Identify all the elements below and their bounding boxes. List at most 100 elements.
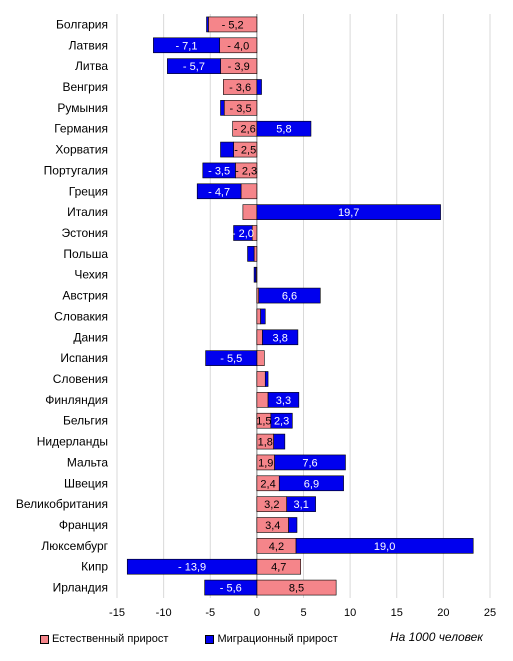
category-label: Эстония [62,226,109,240]
category-label: Хорватия [55,143,108,157]
bar-label-migration: - 3,5 [208,165,230,177]
x-tick-label: -5 [205,607,215,619]
bar-label-natural: - 3,6 [229,82,251,94]
x-tick-label: -10 [156,607,172,619]
category-label: Дания [73,330,108,344]
bar-natural [256,329,263,346]
bar-migration [247,246,255,262]
bar-migration [262,329,299,346]
bar-natural [256,371,266,387]
category-label: Нидерланды [37,435,108,449]
bar-label-migration: 3,1 [294,499,309,511]
category-label: Италия [67,205,108,219]
category-label: Литва [75,59,108,73]
category-label: Болгария [56,17,108,31]
legend-item-migration: Миграционный прирост [205,633,338,645]
bar-label-natural: - 2,3 [235,165,257,177]
category-label: Чехия [74,268,108,282]
bar-natural [242,204,258,220]
bar-migration [267,392,300,408]
bar-migration [278,475,344,492]
bar-migration [288,517,298,533]
bar-migration [126,558,258,575]
bar-migration [220,141,234,158]
bar-label-migration: - 5,7 [183,61,205,73]
bar-label-natural: - 3,5 [230,103,252,115]
category-label: Кипр [81,560,108,574]
bar-migration [204,579,258,596]
x-tick-labels: -15 -10 -5 0 5 10 15 20 25 [109,607,496,619]
bar-label-migration: - 5,5 [220,353,242,365]
category-label: Бельгия [63,414,108,428]
legend-label-natural: Естественный прирост [52,633,169,645]
legend-label-migration: Миграционный прирост [217,633,338,645]
bar-label-natural: 3,4 [265,520,280,532]
bar-label-migration: 19,0 [374,541,395,553]
legend-swatch-migration [205,634,215,644]
bar-label-natural: - 5,2 [222,19,244,31]
bar-natural [256,350,265,366]
units-note: На 1000 человек [390,630,483,644]
bar-label-migration: 3,8 [273,332,288,344]
category-label: Австрия [62,289,108,303]
bar-label-natural: - 2,5 [234,145,256,157]
x-tick-label: 20 [437,607,449,619]
category-label: Румыния [57,101,108,115]
bar-label-migration: - 5,6 [220,583,242,595]
bar-label-natural: - 3,9 [228,61,250,73]
bar-label-migration: 5,8 [276,124,291,136]
bar-label-migration: 19,7 [338,207,359,219]
category-label: Великобритания [16,497,108,511]
category-label: Испания [60,351,108,365]
bar-label-migration: - 13,9 [178,562,206,574]
bar-migration [295,538,474,554]
bar-label-migration: 2,3 [274,416,289,428]
category-label: Латвия [69,38,108,52]
category-label: Польша [63,247,108,261]
category-label: Швеция [64,476,108,490]
bar-label-natural: 2,4 [260,478,275,490]
bar-label-migration: 6,6 [282,291,297,303]
category-label: Люксембург [41,539,108,553]
x-tick-label: 25 [484,607,496,619]
bar-natural [240,183,258,200]
category-label: Германия [54,122,108,136]
bar-label-natural: - 4,0 [227,40,249,52]
bar-migration [256,79,262,95]
x-tick-label: 0 [254,607,260,619]
x-tick-label: 5 [300,607,306,619]
bar-migration [286,496,316,512]
bar-label-migration: - 7,1 [175,40,197,52]
bar-label-natural: 1,8 [258,437,273,449]
bar-migration [274,454,346,471]
bar-migration [153,37,220,54]
bar-migration [256,204,441,220]
bar-label-natural: 4,2 [269,541,284,553]
category-label: Финляндия [45,393,108,407]
category-label: Словения [53,372,108,386]
bar-labels: - 5,2 - 4,0 - 7,1 - 3,9 - 5,7 - 3,6 - 3,5 - 2,6… [175,19,395,594]
x-tick-label: -15 [109,607,125,619]
bar-migration [202,162,236,179]
category-label: Франция [59,518,108,532]
bar-natural [253,246,258,262]
bar-migration [264,371,269,387]
bar-migration [196,183,242,200]
bar-label-natural: 4,7 [271,562,286,574]
category-label: Словакия [54,309,108,323]
bar-label-natural: - 2,6 [234,124,256,136]
bar-natural [256,392,269,408]
bar-label-natural: 8,5 [289,583,304,595]
bar-migration [273,433,286,450]
bar-label-migration: 7,6 [302,457,317,469]
bar-label-migration: - 4,7 [208,186,230,198]
bars [126,16,474,596]
bar-migration [260,308,266,325]
bar-label-migration: 6,9 [304,478,319,490]
bar-migration [258,287,321,304]
legend: Естественный прирост Миграционный прирос… [40,633,372,645]
bar-migration [206,16,209,33]
bar-label-natural: 1,9 [258,457,273,469]
legend-item-natural: Естественный прирост [40,633,168,645]
